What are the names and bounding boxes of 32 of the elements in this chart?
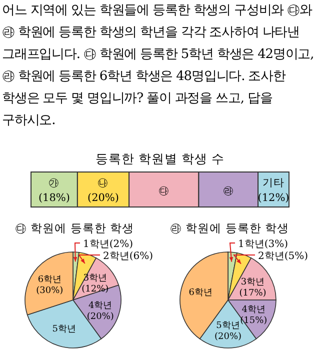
chart-title: ㉰ 학원에 등록한 학생 (15, 221, 134, 235)
slice-label: 5학년 (216, 320, 240, 331)
series-label: ㉯ (98, 177, 109, 189)
chart-title: 등록한 학원별 학생 수 (96, 151, 224, 166)
series-label: ㉱ (222, 185, 234, 197)
data-label: (3%) (264, 239, 288, 250)
data-label: (20%) (86, 312, 114, 322)
slice-label: 6학년 (188, 288, 212, 298)
slice-label: 1학년 (83, 239, 110, 250)
slice-label: 3학년 (83, 274, 108, 284)
slice-label: 4학년 (88, 300, 112, 311)
series-label: ㉰ (158, 185, 170, 197)
data-label: (30%) (36, 286, 64, 296)
slice-label: 3학년 (240, 277, 265, 288)
data-label: (12%) (258, 192, 290, 204)
data-label: (6%) (129, 251, 154, 262)
slice-label: 2학년 (103, 251, 130, 262)
data-label: (20%) (214, 332, 242, 342)
slice-label: 2학년 (258, 251, 284, 262)
data-label: (20%) (87, 192, 120, 204)
slice-label: 1학년 (238, 239, 264, 250)
data-label: (18%) (38, 192, 70, 204)
text: 어느 지역에 있는 학원들에 등록한 학생의 구성비와 ㉰와 ㉱ 학원에 등록한 학생의 학년을 각각 조사하여 나타낸 그래프입니다. ㉰ 학원에 등록한 5학년 학생은 42명이고, ㉱ 학원에 등록한 6학년 학생은 48명입니다. 조사한 학생은 모두 몇 명입니까? 풀이 과정을 쓰고, 답을 구하시오. (2, 2, 315, 130)
chart-title: ㉱ 학원에 등록한 학생 (170, 221, 289, 235)
series-label: 기타 (262, 177, 285, 189)
data-label: (2%) (109, 239, 134, 250)
slice-label: 4학년 (242, 305, 266, 316)
series-label: ㉮ (48, 177, 60, 189)
slice-label: 5학년 (52, 324, 76, 334)
data-label: (5%) (284, 251, 308, 262)
data-label: (17%) (239, 288, 266, 298)
slice-label: 6학년 (38, 275, 62, 286)
